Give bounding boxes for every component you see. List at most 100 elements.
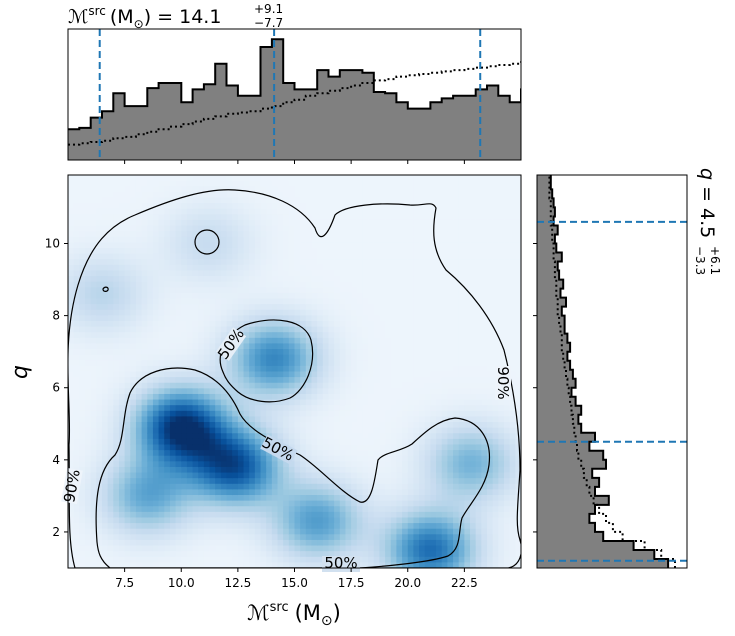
heatmap-cell <box>271 422 279 429</box>
heatmap-cell <box>356 270 364 277</box>
heatmap-cell <box>277 461 284 468</box>
heatmap-cell <box>141 444 148 451</box>
heatmap-cell <box>124 461 131 468</box>
heatmap-cell <box>396 528 403 535</box>
heatmap-cell <box>413 365 420 373</box>
heatmap-cell <box>345 186 352 193</box>
heatmap-cell <box>209 478 216 485</box>
heatmap-cell <box>288 405 296 412</box>
heatmap-cell <box>73 276 80 283</box>
heatmap-cell <box>73 203 80 210</box>
heatmap-cell <box>68 388 75 395</box>
heatmap-cell <box>90 371 97 378</box>
heatmap-cell <box>447 371 454 378</box>
heatmap-cell <box>169 203 177 210</box>
heatmap-cell <box>237 528 245 535</box>
heatmap-cell <box>362 523 369 530</box>
heatmap-cell <box>79 539 86 547</box>
heatmap-cell <box>407 506 415 513</box>
heatmap-cell <box>198 309 205 316</box>
heatmap-cell <box>385 427 392 434</box>
heatmap-cell <box>175 472 182 479</box>
heatmap-cell <box>135 186 143 193</box>
heatmap-cell <box>243 186 250 193</box>
heatmap-cell <box>169 298 177 305</box>
heatmap-cell <box>79 500 86 507</box>
heatmap-cell <box>209 528 216 535</box>
heatmap-cell <box>113 253 120 260</box>
heatmap-cell <box>79 388 86 395</box>
heatmap-cell <box>424 175 431 182</box>
heatmap-cell <box>328 349 335 356</box>
heatmap-cell <box>113 427 120 434</box>
heatmap-cell <box>385 197 392 204</box>
heatmap-cell <box>453 534 460 541</box>
heatmap-cell <box>118 422 126 429</box>
heatmap-cell <box>147 225 154 232</box>
heatmap-cell <box>198 551 205 558</box>
heatmap-cell <box>419 466 426 474</box>
heatmap-cell <box>322 349 330 356</box>
heatmap-cell <box>203 393 211 401</box>
heatmap-cell <box>379 281 386 288</box>
heatmap-cell <box>96 393 103 401</box>
heatmap-cell <box>215 264 222 272</box>
heatmap-cell <box>317 197 324 204</box>
heatmap-cell <box>402 298 409 305</box>
heatmap-cell <box>436 500 443 507</box>
heatmap-cell <box>345 371 352 378</box>
heatmap-cell <box>215 360 222 367</box>
heatmap-cell <box>288 219 296 227</box>
heatmap-cell <box>390 191 398 199</box>
heatmap-cell <box>379 320 386 328</box>
heatmap-cell <box>135 175 143 182</box>
heatmap-cell <box>152 495 160 502</box>
heatmap-cell <box>68 203 75 210</box>
heatmap-cell <box>407 534 415 541</box>
heatmap-cell <box>430 253 437 260</box>
heatmap-cell <box>232 399 239 406</box>
heatmap-cell <box>135 354 143 361</box>
heatmap-cell <box>277 349 284 356</box>
heatmap-cell <box>124 292 131 300</box>
heatmap-cell <box>294 534 301 541</box>
heatmap-cell <box>407 326 415 333</box>
heatmap-cell <box>277 422 284 429</box>
heatmap-cell <box>147 399 154 406</box>
heatmap-cell <box>356 253 364 260</box>
heatmap-cell <box>124 483 131 490</box>
heatmap-cell <box>84 270 92 277</box>
heatmap-cell <box>385 393 392 401</box>
heatmap-cell <box>254 534 262 541</box>
heatmap-cell <box>118 360 126 367</box>
heatmap-cell <box>453 382 460 389</box>
heatmap-cell <box>385 214 392 221</box>
heatmap-cell <box>249 433 256 440</box>
heatmap-cell <box>169 337 177 345</box>
heatmap-cell <box>254 219 262 227</box>
heatmap-cell <box>294 337 301 345</box>
heatmap-cell <box>305 517 313 524</box>
heatmap-cell <box>453 281 460 288</box>
heatmap-cell <box>322 450 330 457</box>
heatmap-cell <box>209 382 216 389</box>
heatmap-cell <box>379 343 386 350</box>
heatmap-cell <box>390 517 398 524</box>
heatmap-cell <box>300 354 307 361</box>
heatmap-cell <box>181 214 188 221</box>
heatmap-cell <box>175 326 182 333</box>
heatmap-cell <box>124 236 131 243</box>
heatmap-cell <box>436 309 443 316</box>
heatmap-cell <box>141 320 148 328</box>
heatmap-cell <box>345 197 352 204</box>
heatmap-cell <box>198 556 205 563</box>
heatmap-cell <box>73 186 80 193</box>
heatmap-cell <box>447 450 454 457</box>
heatmap-cell <box>436 472 443 479</box>
heatmap-cell <box>113 405 120 412</box>
heatmap-cell <box>192 180 199 187</box>
heatmap-cell <box>379 551 386 558</box>
heatmap-cell <box>260 478 267 485</box>
heatmap-cell <box>356 410 364 418</box>
heatmap-cell <box>68 461 75 468</box>
